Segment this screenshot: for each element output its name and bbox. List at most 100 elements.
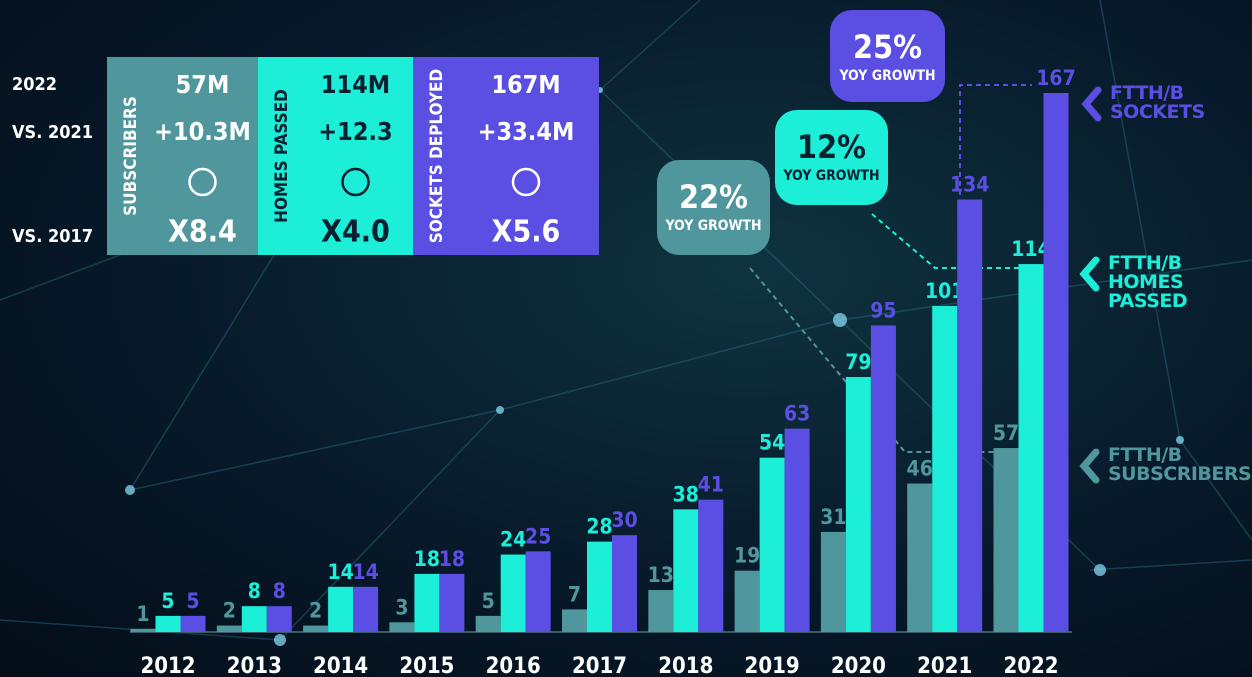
callout-box [775,110,888,205]
x-tick-label: 2021 [917,654,972,677]
data-label: 5 [186,589,199,613]
card-label: SUBSCRIBERS [121,96,141,216]
data-label: 79 [845,350,871,374]
bar [907,483,933,632]
x-tick-label: 2016 [486,654,541,677]
callout-label: YOY GROWTH [782,168,879,184]
bar [734,570,760,632]
x-tick-label: 2015 [399,654,454,677]
data-label: 19 [734,544,760,568]
bar [845,377,871,632]
card-icon [511,167,541,197]
callout-box [830,10,945,102]
bar [303,625,329,632]
data-label: 2 [223,599,236,623]
bar [698,499,724,632]
row-label: VS. 2017 [12,226,93,247]
legend-chevron [1081,86,1102,122]
bar [216,625,242,632]
data-label: 5 [482,589,495,613]
bar [130,628,156,632]
data-label: 5 [161,589,174,613]
card-change: +12.3 [318,117,392,146]
legend-label: FTTH/B HOMES PASSED [1108,252,1188,312]
legend-label: FTTH/B SUBSCRIBERS [1108,444,1252,485]
bar [648,590,674,632]
stat-card [258,57,413,255]
bar [1043,93,1069,632]
bar [612,535,637,632]
card-label: SOCKETS DEPLOYED [427,69,447,243]
data-label: 46 [907,457,933,481]
x-tick-label: 2014 [313,654,368,677]
stat-card [107,57,258,255]
bar [820,531,846,632]
legend-chevron [1079,448,1100,484]
bar [241,606,267,632]
data-label: 54 [759,431,785,455]
card-multiple: X8.4 [168,215,237,250]
bar [414,573,440,632]
card-change: +33.4M [478,117,575,146]
x-tick-label: 2012 [140,654,195,677]
data-label: 7 [568,582,581,606]
bar [1018,264,1044,632]
data-label: 13 [648,563,674,587]
x-tick-label: 2020 [831,654,886,677]
callout-value: 22% [679,178,748,216]
bar [155,615,181,632]
bar [266,606,292,632]
row-label: VS. 2021 [12,122,93,143]
legend-chevron [1079,256,1100,292]
data-label: 31 [820,505,846,529]
data-label: 2 [309,599,322,623]
x-tick-label: 2013 [227,654,282,677]
bar [562,609,587,632]
data-label: 8 [248,579,261,603]
x-tick-label: 2019 [745,654,800,677]
x-tick-label: 2022 [1003,654,1058,677]
bar [870,325,896,632]
data-label: 95 [870,298,896,322]
card-total: 57M [176,70,230,99]
callout-box [657,160,770,255]
bar [932,306,958,632]
callout-label: YOY GROWTH [664,218,761,234]
legend-label: FTTH/B SOCKETS [1110,82,1205,123]
bar [525,551,551,632]
stat-card [413,57,599,255]
x-tick-label: 2018 [658,654,713,677]
data-label: 1 [136,602,149,626]
data-label: 63 [784,402,810,426]
data-label: 14 [327,560,353,584]
bar [759,457,785,632]
bar [353,586,379,632]
data-label: 18 [439,547,465,571]
bar [673,509,699,632]
card-icon [188,167,217,197]
data-label: 8 [273,579,286,603]
card-change: +10.3M [154,117,251,146]
bar [475,615,501,632]
callout-label: YOY GROWTH [838,68,935,84]
data-label: 18 [414,547,440,571]
callout-value: 25% [853,28,922,66]
data-label: 14 [352,560,378,584]
card-total: 114M [321,70,390,99]
data-label: 3 [395,595,408,619]
data-label: 38 [673,482,699,506]
data-label: 24 [500,528,526,552]
card-label: HOMES PASSED [272,89,292,223]
data-label: 30 [611,508,637,532]
bar [587,541,612,632]
card-icon [341,167,370,197]
card-total: 167M [491,70,560,99]
bar [439,573,465,632]
bar [784,428,810,632]
data-label: 134 [950,173,989,197]
bar [328,586,354,632]
data-label: 167 [1036,66,1075,90]
bar [389,622,415,632]
card-multiple: X5.6 [492,215,561,250]
